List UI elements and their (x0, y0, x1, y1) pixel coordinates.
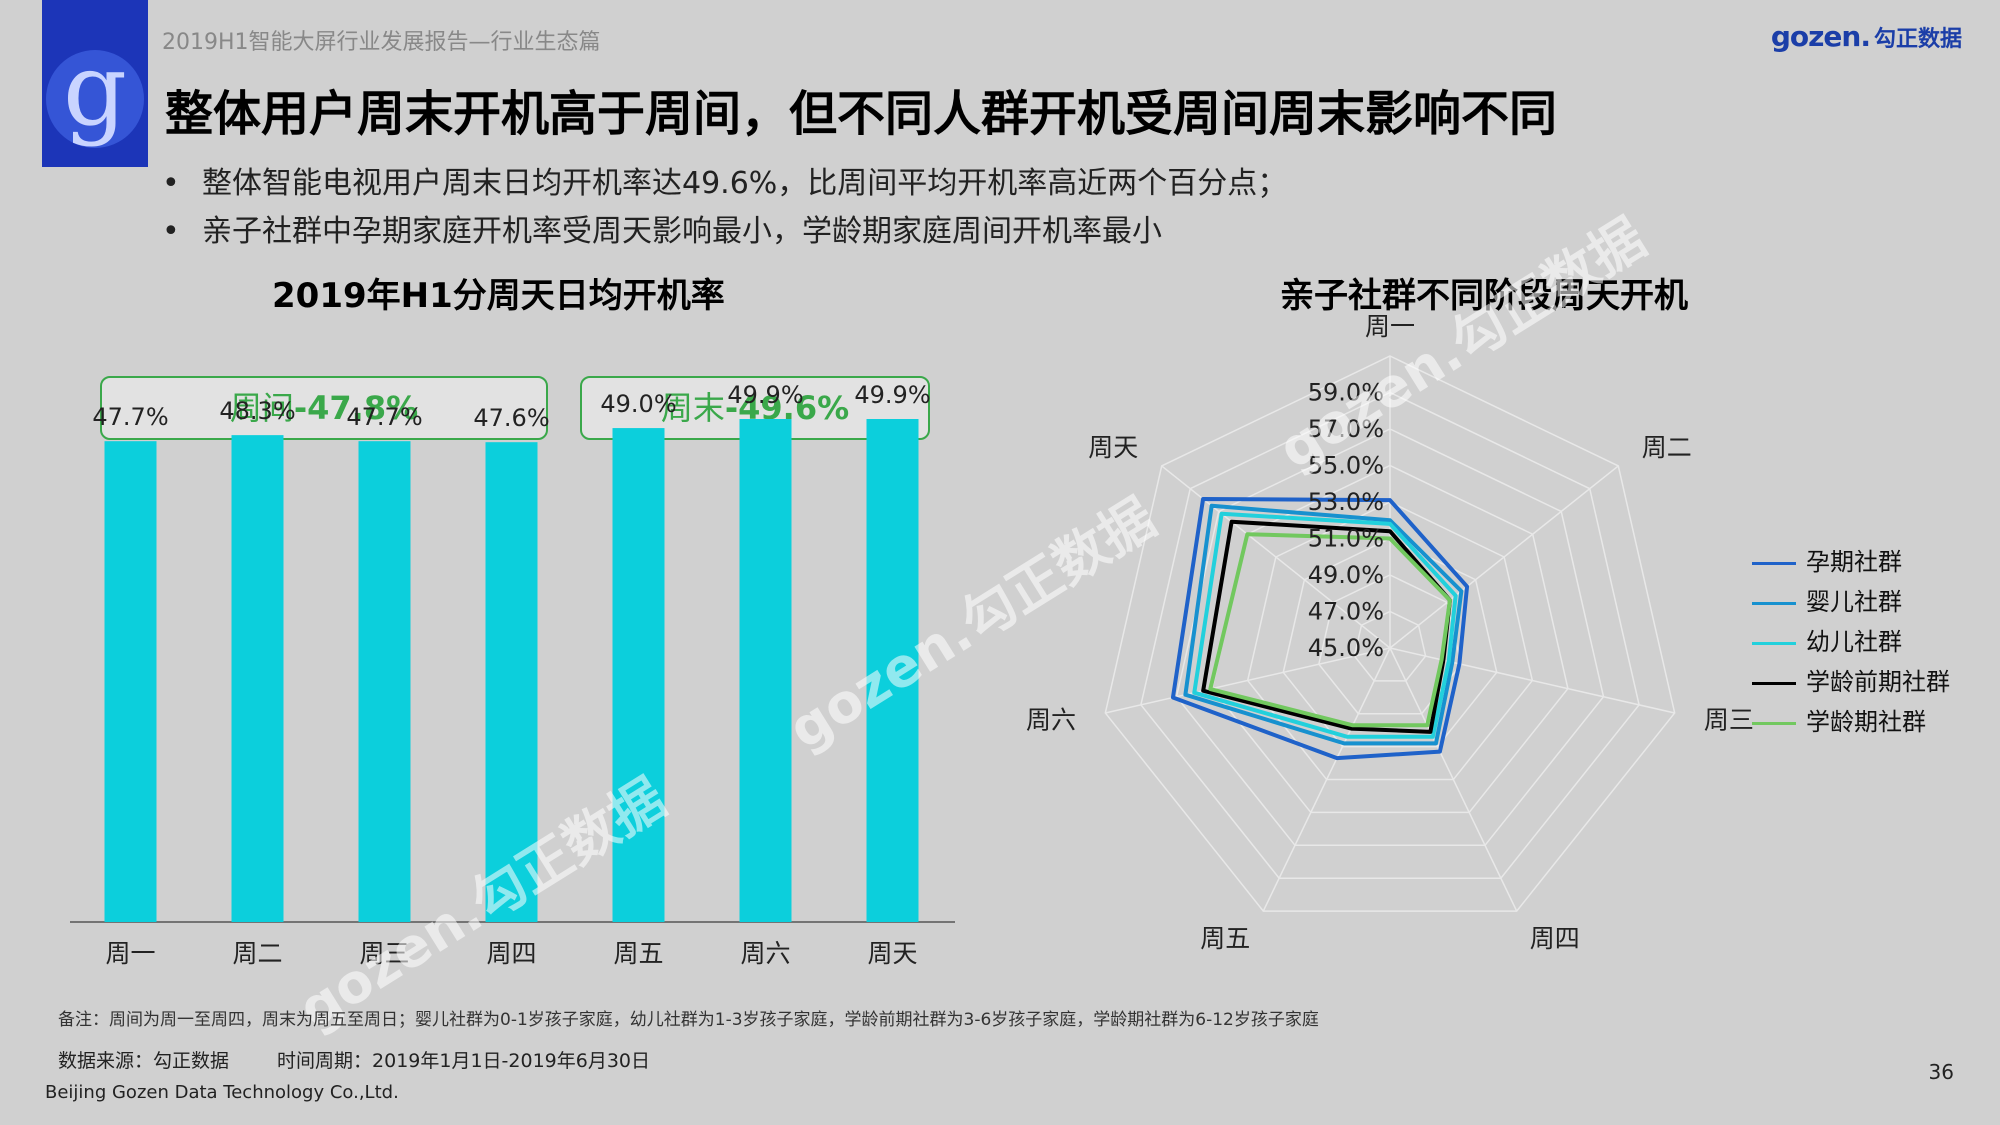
weekday-label: 周间 (229, 389, 294, 427)
bar (104, 441, 157, 922)
radial-tick-label: 59.0% (1308, 379, 1384, 407)
radial-tick-label: 55.0% (1308, 452, 1384, 480)
legend-label: 学龄期社群 (1806, 708, 1926, 736)
legend-swatch (1752, 601, 1796, 605)
radar-series-line (1192, 511, 1458, 739)
radar-axis-label: 周天 (1088, 433, 1138, 462)
legend-item: 孕期社群 (1752, 542, 1950, 582)
legend-item: 学龄前期社群 (1752, 662, 1950, 702)
radial-tick-label: 51.0% (1308, 525, 1384, 553)
period-text: 时间周期：2019年1月1日-2019年6月30日 (277, 1050, 651, 1072)
radar-grid-ring (1282, 537, 1498, 748)
radar-legend: 孕期社群 婴儿社群 幼儿社群 学龄前期社群 学龄期社群 (1752, 542, 1950, 742)
legend-item: 幼儿社群 (1752, 622, 1950, 662)
bar (739, 419, 792, 922)
legend-label: 学龄前期社群 (1806, 668, 1950, 696)
radar-axis-label: 周二 (1642, 433, 1692, 462)
data-source: 数据来源：勾正数据 时间周期：2019年1月1日-2019年6月30日 (58, 1046, 650, 1073)
radar-spoke (1389, 647, 1675, 714)
bullet-marker: • (162, 214, 180, 249)
bar-value-label: 47.6% (473, 404, 549, 432)
gozen-logo-icon: g (46, 40, 144, 148)
legend-label: 孕期社群 (1806, 548, 1902, 576)
radar-axis-label: 周五 (1200, 924, 1250, 953)
radar-spoke (1161, 465, 1391, 649)
key-point-text: 整体智能电视用户周末日均开机率达49.6%，比周间平均开机率高近两个百分点； (202, 166, 1288, 201)
legend-swatch (1752, 641, 1796, 645)
radar-grid-ring (1353, 610, 1427, 682)
company-name: Beijing Gozen Data Technology Co.,Ltd. (45, 1082, 399, 1103)
bar-value-label: 49.9% (727, 381, 803, 409)
source-text: 数据来源：勾正数据 (58, 1050, 230, 1072)
radar-axis-label: 周四 (1530, 924, 1580, 953)
radar-axis-label: 周三 (1704, 706, 1754, 735)
radial-tick-label: 53.0% (1308, 488, 1384, 516)
x-tick-label: 周二 (232, 939, 282, 968)
bar (358, 441, 411, 922)
legend-swatch (1752, 561, 1796, 565)
bar-chart-title: 2019年H1分周天日均开机率 (272, 276, 725, 316)
radar-grid-ring (1175, 428, 1605, 847)
x-tick-label: 周四 (486, 939, 536, 968)
bar (866, 419, 919, 922)
bar-value-label: 47.7% (346, 403, 422, 431)
radar-spoke (1105, 647, 1391, 714)
radial-tick-label: 49.0% (1308, 561, 1384, 589)
bar-value-label: 49.9% (854, 381, 930, 409)
radar-grid-ring (1246, 501, 1534, 781)
radar-axis-label: 周一 (1365, 312, 1415, 341)
key-points: • 整体智能电视用户周末日均开机率达49.6%，比周间平均开机率高近两个百分点； … (162, 160, 1287, 256)
radial-tick-label: 57.0% (1308, 415, 1384, 443)
legend-swatch (1752, 721, 1796, 725)
radial-tick-label: 47.0% (1308, 598, 1384, 626)
x-tick-label: 周三 (359, 939, 409, 968)
x-tick-label: 周六 (740, 939, 790, 968)
brand-logo: gozen. 勾正数据 (1771, 20, 1962, 53)
bar-value-label: 49.0% (600, 390, 676, 418)
key-point-text: 亲子社群中孕期家庭开机率受周天影响最小，学龄期家庭周间开机率最小 (202, 214, 1162, 249)
radar-spoke (1262, 647, 1391, 912)
radar-chart-title: 亲子社群不同阶段周天开机 (1280, 276, 1688, 316)
weekday-average-pill: 周间-47.8% (100, 376, 548, 440)
legend-item: 学龄期社群 (1752, 702, 1950, 742)
radial-tick-label: 45.0% (1308, 634, 1384, 662)
radar-series-line (1208, 532, 1452, 728)
x-tick-label: 周一 (105, 939, 155, 968)
legend-item: 婴儿社群 (1752, 582, 1950, 622)
radar-grid-ring (1140, 391, 1640, 879)
page-number: 36 (1928, 1060, 1954, 1084)
bar-value-label: 48.3% (219, 397, 295, 425)
brand-name-en: gozen. (1770, 20, 1871, 53)
page-title: 整体用户周末开机高于周间，但不同人群开机受周间周末影响不同 (165, 86, 1558, 142)
brand-name-cn: 勾正数据 (1873, 27, 1962, 52)
legend-label: 幼儿社群 (1806, 628, 1902, 656)
radar-spoke (1389, 647, 1518, 912)
weekday-value: -47.8% (293, 389, 419, 427)
bar-value-label: 47.7% (92, 403, 168, 431)
bullet-marker: • (162, 166, 180, 201)
x-tick-label: 周天 (867, 939, 917, 968)
logo-block: g (42, 0, 148, 167)
radar-axis-label: 周六 (1026, 706, 1076, 735)
bar (231, 435, 284, 922)
bar (612, 428, 665, 922)
key-point: • 亲子社群中孕期家庭开机率受周天影响最小，学龄期家庭周间开机率最小 (162, 208, 1287, 256)
legend-label: 婴儿社群 (1806, 588, 1902, 616)
key-point: • 整体智能电视用户周末日均开机率达49.6%，比周间平均开机率高近两个百分点； (162, 160, 1287, 208)
x-tick-label: 周五 (613, 939, 663, 968)
footnote: 备注：周间为周一至周四，周末为周五至周日；婴儿社群为0-1岁孩子家庭，幼儿社群为… (58, 1010, 1319, 1030)
radar-series-line (1170, 496, 1470, 761)
radar-grid-ring (1104, 355, 1676, 912)
legend-swatch (1752, 681, 1796, 685)
report-title: 2019H1智能大屏行业发展报告—行业生态篇 (162, 30, 601, 55)
radar-spoke (1389, 465, 1619, 649)
radar-series-line (1183, 503, 1464, 746)
radar-series-line (1201, 519, 1452, 734)
weekend-label: 周末 (660, 389, 725, 427)
bar (485, 442, 538, 922)
